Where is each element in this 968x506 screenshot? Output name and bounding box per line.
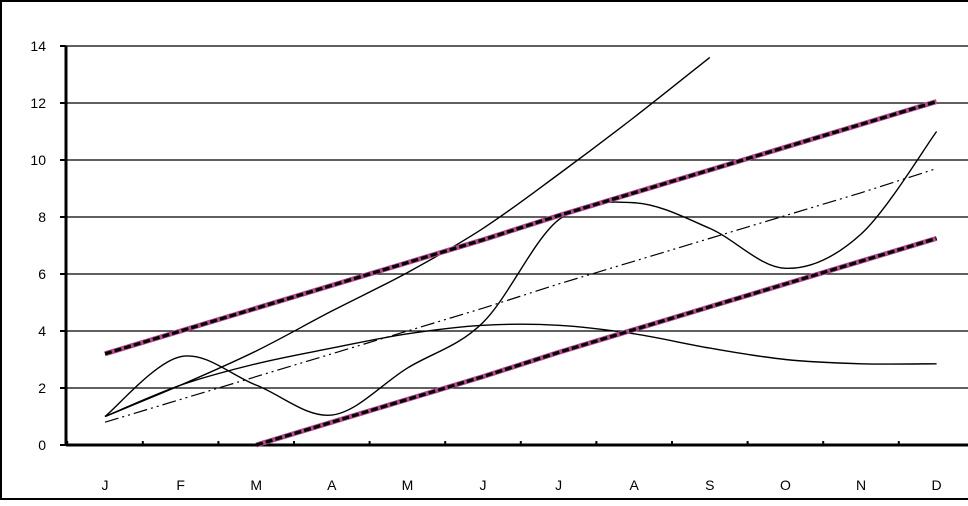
series-3-line <box>104 167 937 423</box>
x-tick-label: A <box>327 477 337 493</box>
x-tick-label: F <box>176 477 185 493</box>
x-tick-label: J <box>480 477 487 493</box>
y-tick-label: 12 <box>30 95 46 111</box>
series-0-line <box>104 131 938 418</box>
x-tick-label: M <box>402 477 414 493</box>
y-tick-label: 10 <box>30 152 46 168</box>
y-tick-label: 14 <box>30 38 46 54</box>
tick-labels: 0 2 4 6 8 10 12 14 J F M A M J J A S O N D <box>30 38 941 493</box>
x-tick-label: N <box>856 477 866 493</box>
x-tick-label: D <box>932 477 942 493</box>
series-5-line <box>255 236 938 447</box>
x-tick-label: J <box>555 477 562 493</box>
y-tick-label: 8 <box>38 209 46 225</box>
y-tick-label: 4 <box>38 323 46 339</box>
axes <box>60 45 968 447</box>
series-2-line <box>104 56 711 418</box>
series-lines <box>104 56 938 448</box>
y-tick-label: 0 <box>38 437 46 453</box>
x-tick-label: M <box>250 477 262 493</box>
x-tick-label: A <box>630 477 640 493</box>
gridlines <box>66 45 968 389</box>
x-tick-label: S <box>705 477 714 493</box>
series-4-line <box>104 100 938 356</box>
x-tick-label: J <box>102 477 109 493</box>
series-1-line <box>104 323 937 418</box>
y-tick-label: 6 <box>38 266 46 282</box>
x-tick-label: O <box>780 477 791 493</box>
y-tick-label: 2 <box>38 380 46 396</box>
